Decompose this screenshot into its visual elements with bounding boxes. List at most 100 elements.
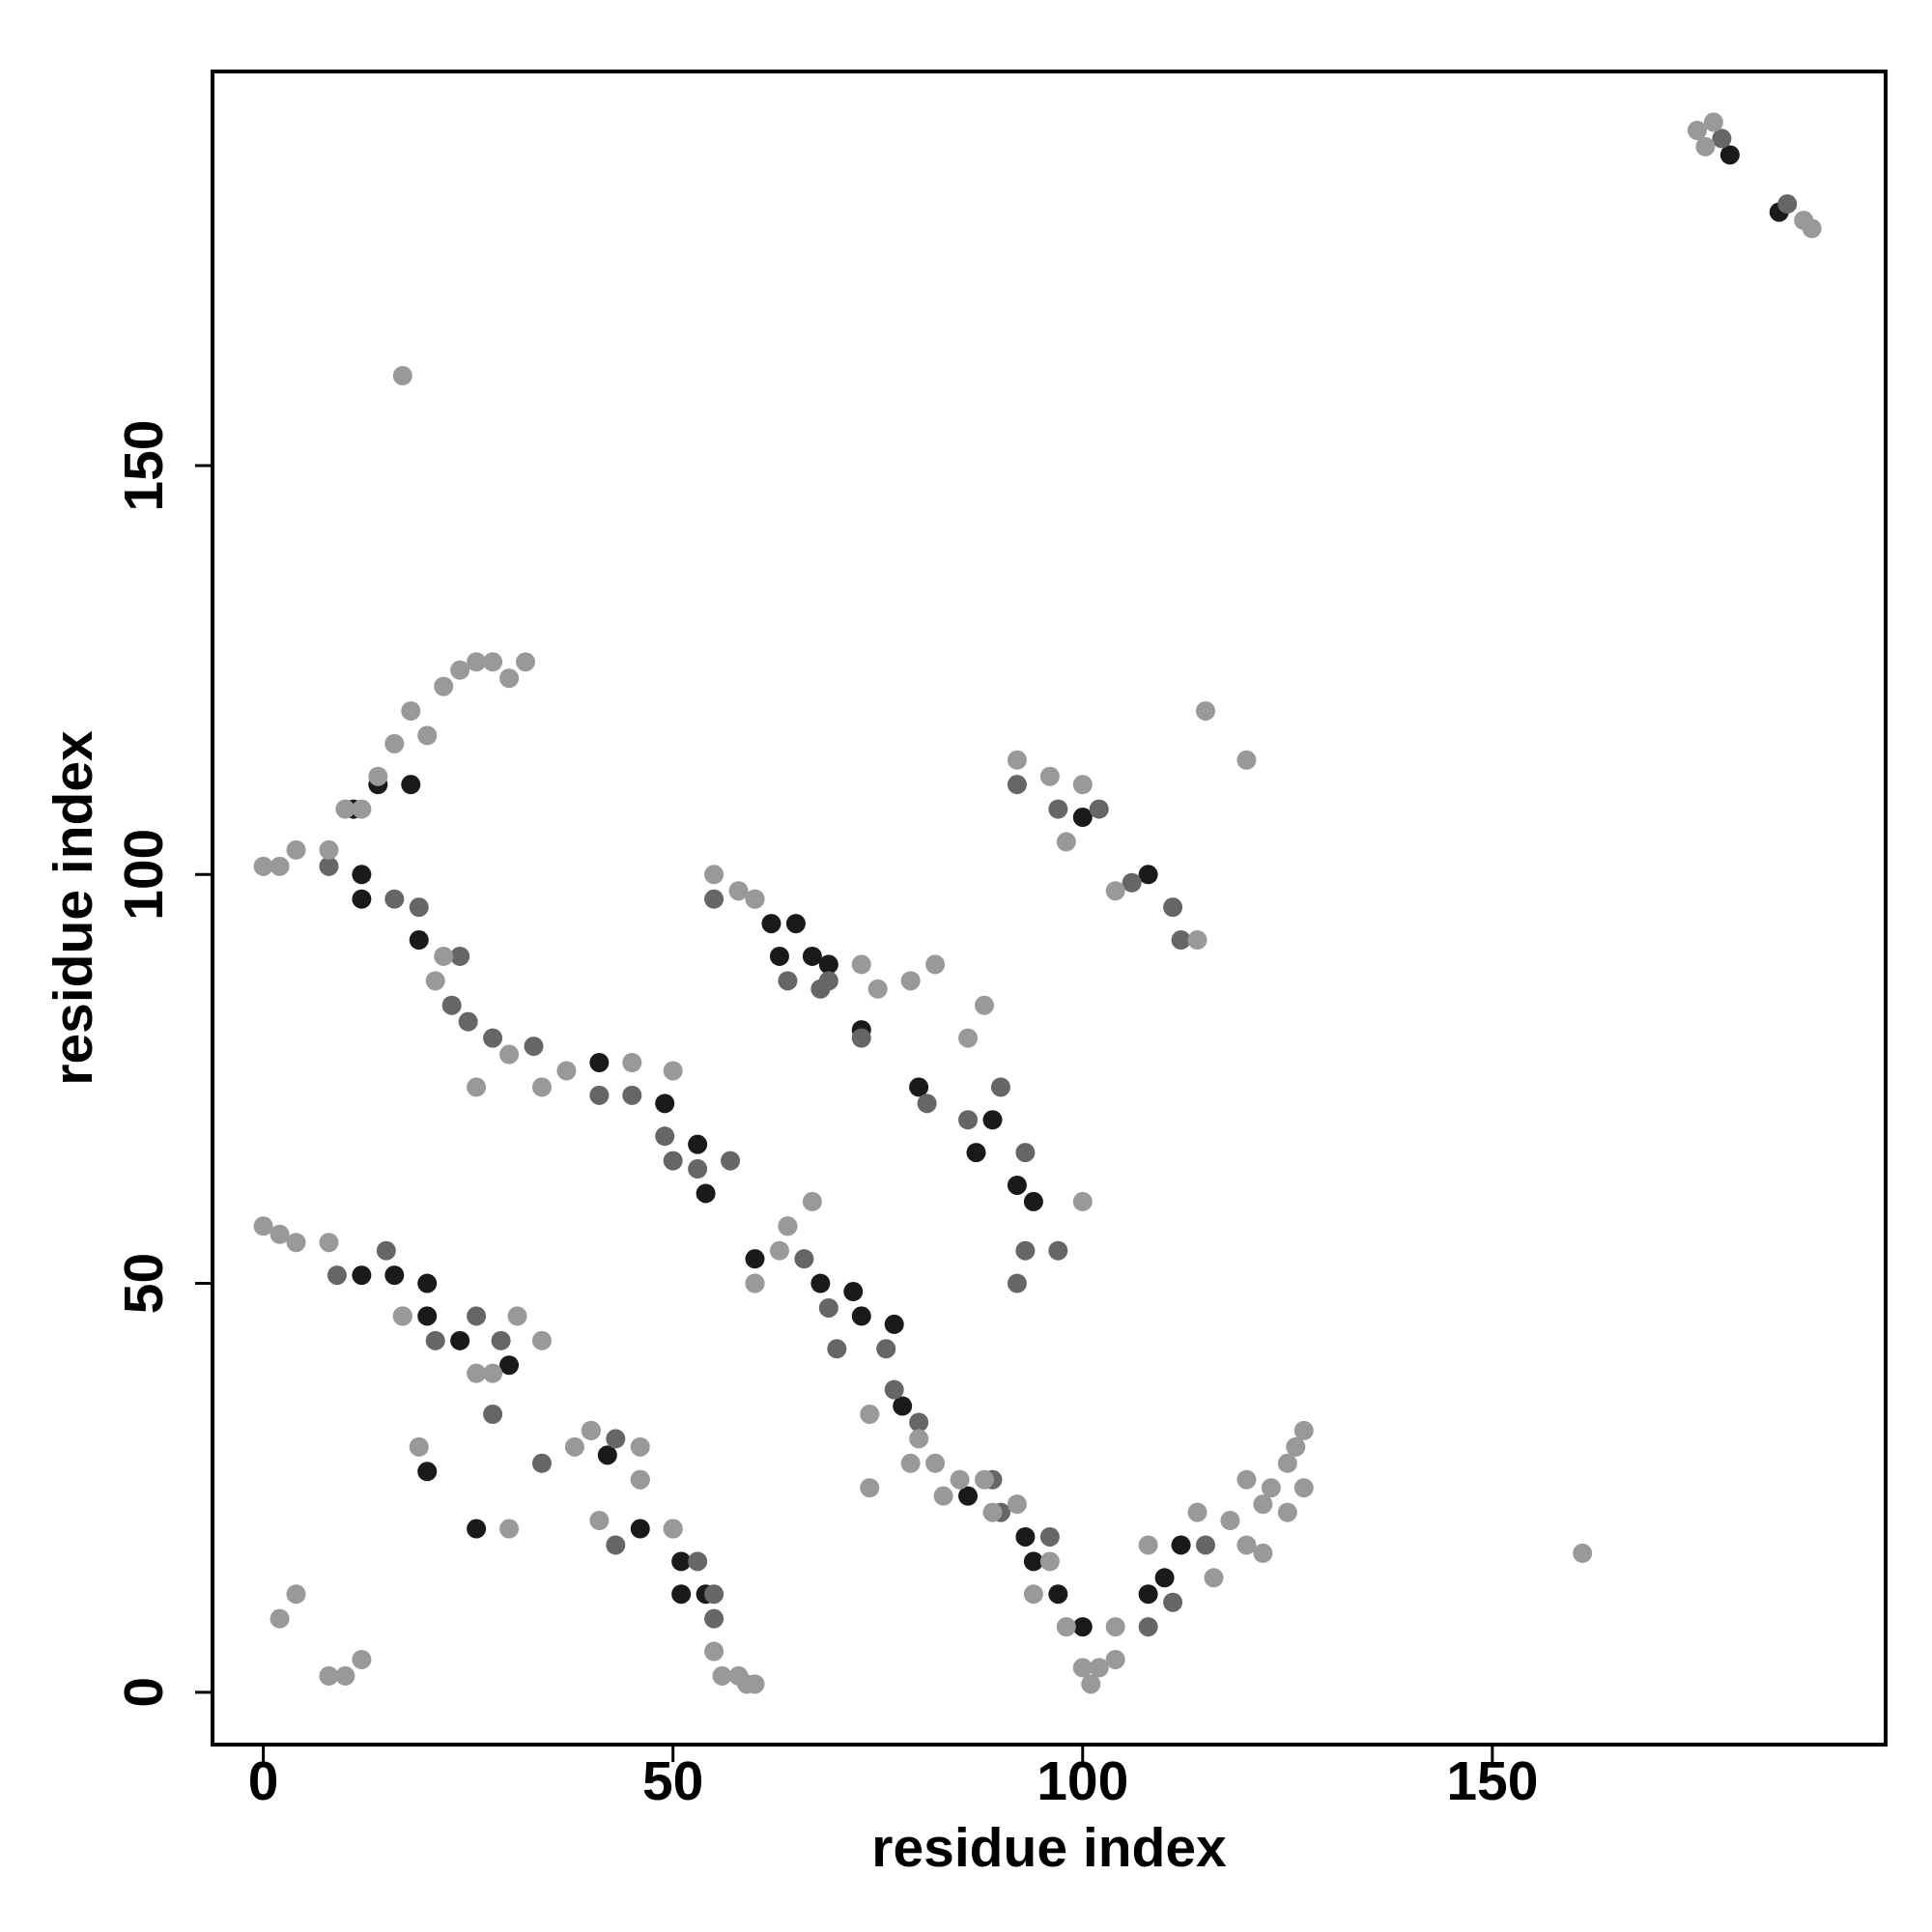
point: [1072, 808, 1093, 828]
point: [450, 660, 470, 680]
point: [491, 1330, 511, 1350]
point: [1196, 700, 1216, 721]
point: [270, 1608, 290, 1629]
point: [622, 1085, 642, 1105]
point: [1236, 750, 1257, 770]
point: [507, 1306, 527, 1326]
point: [1293, 1478, 1314, 1498]
point: [417, 1462, 438, 1482]
point: [851, 1306, 871, 1326]
point: [802, 1191, 822, 1211]
point: [335, 799, 355, 819]
point: [728, 881, 749, 901]
point: [589, 1052, 610, 1072]
point: [1105, 881, 1125, 901]
point: [802, 946, 822, 966]
point: [1007, 750, 1027, 770]
point: [409, 897, 429, 918]
point: [1719, 145, 1740, 165]
point: [1712, 128, 1732, 149]
point: [1023, 1584, 1043, 1605]
point: [319, 1665, 339, 1686]
point: [458, 1011, 478, 1032]
point: [704, 889, 724, 909]
point: [319, 1233, 339, 1253]
point: [860, 1478, 880, 1498]
y-tick-label: 0: [113, 1677, 175, 1708]
point: [933, 1486, 953, 1506]
point: [417, 1273, 438, 1293]
point: [524, 1037, 544, 1057]
plot-frame: [211, 70, 1888, 1747]
point: [499, 1519, 520, 1539]
point: [1802, 218, 1822, 239]
point: [630, 1436, 650, 1457]
point: [745, 889, 765, 909]
point: [1048, 1584, 1068, 1605]
point: [1138, 1584, 1158, 1605]
point: [606, 1535, 626, 1555]
x-tick-label: 50: [642, 1750, 703, 1812]
point: [1171, 1535, 1191, 1555]
point: [925, 954, 946, 975]
point: [499, 1355, 520, 1376]
point: [925, 1453, 946, 1473]
point: [1048, 1240, 1068, 1261]
point: [1015, 1526, 1036, 1547]
point: [663, 1061, 683, 1081]
y-tick-label: 50: [113, 1253, 175, 1314]
point: [1695, 136, 1716, 156]
point: [630, 1469, 650, 1490]
point: [909, 1429, 929, 1449]
point: [253, 1216, 273, 1236]
point: [696, 1183, 716, 1204]
point: [974, 995, 994, 1015]
x-tick-label: 150: [1446, 1750, 1538, 1812]
point: [352, 889, 372, 909]
point: [1089, 1658, 1109, 1678]
point: [990, 1077, 1010, 1097]
point: [1039, 1526, 1060, 1547]
point: [1204, 1568, 1224, 1588]
point: [270, 1224, 290, 1244]
point: [884, 1379, 904, 1400]
point: [286, 1233, 306, 1253]
point: [1072, 775, 1093, 795]
point: [785, 914, 806, 934]
point: [1105, 1649, 1125, 1669]
point: [1687, 120, 1707, 140]
point: [1122, 872, 1142, 893]
point: [778, 1216, 798, 1236]
point: [1236, 1535, 1257, 1555]
point: [860, 1405, 880, 1425]
point: [622, 1052, 642, 1072]
point: [1138, 1617, 1158, 1637]
point: [1220, 1511, 1240, 1531]
point: [597, 1445, 617, 1465]
point: [958, 1110, 979, 1130]
point: [1171, 930, 1191, 951]
point: [655, 1094, 675, 1114]
x-axis-title: residue index: [871, 1817, 1227, 1879]
y-tick-label: 100: [113, 829, 175, 921]
point: [401, 700, 421, 721]
point: [581, 1420, 601, 1440]
point: [286, 839, 306, 860]
point: [671, 1551, 692, 1572]
point: [606, 1429, 626, 1449]
point: [810, 1273, 831, 1293]
point: [441, 995, 462, 1015]
point: [909, 1077, 929, 1097]
point: [516, 652, 536, 672]
point: [966, 1143, 986, 1163]
point: [384, 889, 405, 909]
x-tick-label: 100: [1037, 1750, 1128, 1812]
point: [704, 1608, 724, 1629]
point: [1072, 1191, 1093, 1211]
point: [655, 1126, 675, 1147]
point: [1703, 112, 1723, 132]
point: [1154, 1568, 1175, 1588]
y-tick-label: 150: [113, 419, 175, 511]
point: [1277, 1502, 1297, 1522]
point: [867, 979, 888, 999]
